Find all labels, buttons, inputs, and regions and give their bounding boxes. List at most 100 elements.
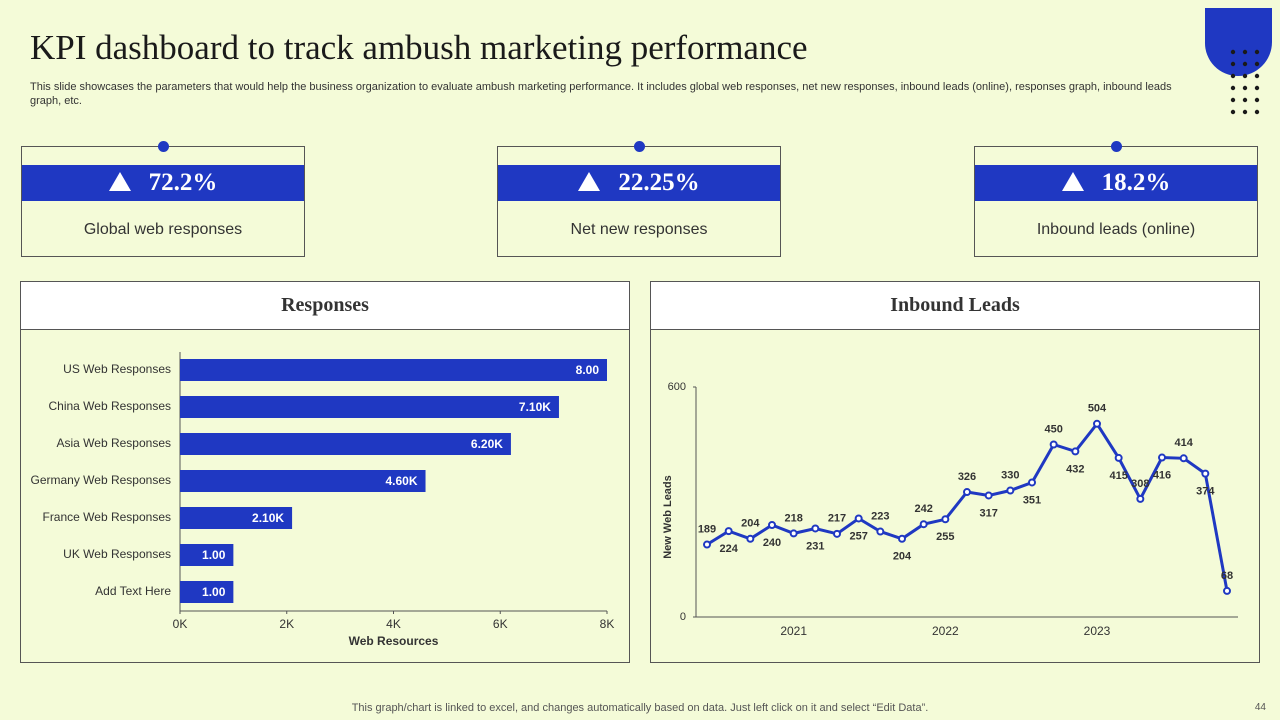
slide-title: KPI dashboard to track ambush marketing … [30,28,808,67]
value-label: 326 [958,471,976,483]
decor-shape [1204,8,1272,76]
marker [941,515,950,524]
bar [180,396,559,418]
marker [854,514,863,523]
value-label: 231 [806,540,824,552]
kpi-value-box: 22.25% [498,165,780,201]
kpi-band: 22.25% [498,165,780,201]
kpi-value: 72.2% [148,169,218,196]
value-label: 374 [1196,486,1215,498]
responses-panel: Responses [20,281,630,663]
kpi-card: 18.2% Inbound leads (online) [974,141,1258,257]
charts: 0K 2K 4K 6K 8K Web Resources US Web Responses 8… [30,352,1238,648]
kpi-dot [634,141,645,152]
marker [833,529,841,538]
kpi-label: Net new responses [570,221,708,238]
value-label: 223 [871,510,889,522]
marker [811,524,820,533]
marker [1049,440,1058,449]
panel-title: Responses [21,282,629,330]
marker [919,520,928,529]
marker [898,534,906,543]
kpi-card: 72.2% Global web responses [21,141,305,257]
marker [703,540,711,549]
marker [1093,419,1101,428]
category-label: Asia Web Responses [56,436,171,450]
page-number: 44 [1254,702,1266,713]
kpi-value: 22.25% [618,169,700,196]
leads-panel: Inbound Leads [650,281,1260,663]
value-label: 2.10K [252,511,284,525]
category-label: China Web Responses [48,399,171,413]
value-label: 450 [1044,423,1062,435]
marker [724,527,733,536]
kpi-card: 22.25% Net new responses [497,141,781,257]
x-tick-label: 6K [493,617,508,631]
decoration [1204,8,1272,115]
marker [1223,586,1231,595]
kpi-band: 18.2% [975,165,1257,201]
kpi-label: Inbound leads (online) [1036,221,1196,238]
value-label: 242 [914,503,932,515]
marker [1071,447,1080,456]
marker [876,527,885,536]
footer-note: This graph/chart is linked to excel, and… [351,702,929,714]
bar [180,544,234,566]
marker [746,534,755,543]
kpi-label: Global web responses [83,221,243,238]
x-tick-label: 4K [386,617,401,631]
x-tick-label: 2022 [932,624,959,638]
value-label: 1.00 [202,585,226,599]
value-label: 204 [893,551,912,563]
value-label: 317 [979,507,997,519]
bar [180,507,293,529]
x-tick-label: 0K [173,617,188,631]
value-label: 224 [719,543,738,555]
value-label: 7.10K [519,400,551,414]
value-label: 255 [936,531,954,543]
category-label: France Web Responses [42,510,171,524]
category-label: UK Web Responses [63,547,171,561]
decor-dots [1230,49,1260,115]
value-label: 432 [1066,463,1084,475]
value-label: 68 [1221,570,1233,582]
value-label: 415 [1109,470,1127,482]
category-label: Add Text Here [95,584,171,598]
value-label: 217 [828,513,846,525]
y-axis-label: New Web Leads [662,475,674,559]
value-label: 257 [849,530,867,542]
kpi-value-box: 18.2% [975,165,1257,201]
slide-description: This slide showcases the parameters that… [30,81,1172,107]
panel-title: Inbound Leads [651,282,1259,330]
category-label: US Web Responses [63,362,171,376]
marker [1114,453,1123,462]
line [706,421,1229,592]
marker [1136,494,1145,503]
marker [1006,486,1015,495]
kpi-value: 18.2% [1101,169,1171,196]
x-axis-label: Web Resources [349,634,439,648]
x-tick-label: 2021 [780,624,807,638]
x-tick-label: 8K [600,617,615,631]
x-tick-label: 2023 [1084,624,1111,638]
marker [789,529,798,538]
up-arrow [578,172,601,191]
value-label: 204 [741,518,760,530]
marker [1201,469,1210,478]
kpi-band: 72.2% [22,165,304,201]
value-label: 6.20K [471,437,503,451]
y-tick-label: 0 [680,611,686,623]
kpi-value-box: 72.2% [22,165,304,201]
marker [768,521,776,529]
marker [963,488,971,497]
marker [1028,478,1036,487]
value-label: 218 [784,512,802,524]
value-label: 8.00 [576,363,600,377]
value-label: 504 [1088,403,1107,415]
bar [180,433,511,455]
value-label: 308 [1131,478,1149,490]
marker [1158,453,1166,462]
kpi-dot [1111,141,1122,152]
value-label: 330 [1001,469,1019,481]
